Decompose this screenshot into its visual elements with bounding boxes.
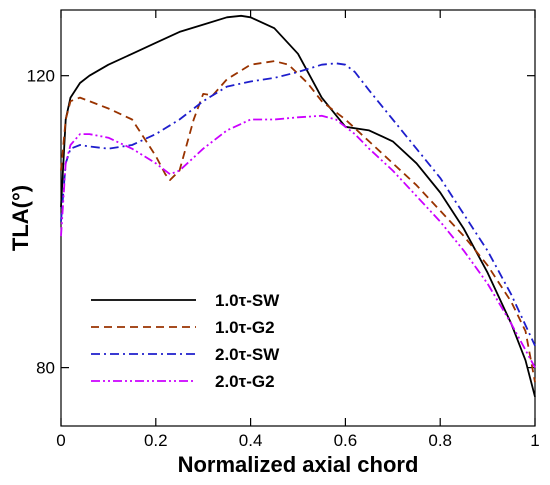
y-tick-label: 120: [27, 67, 55, 86]
x-tick-label: 1: [530, 431, 539, 450]
series-line-2: [60, 60, 536, 383]
series-layer: [60, 14, 536, 398]
legend-label-3: 2.0τ-SW: [215, 345, 280, 364]
x-tick-label: 0.2: [144, 431, 168, 450]
legend-label-4: 2.0τ-G2: [215, 372, 275, 391]
axis-ticks: 0 0.2 0.4 0.6 0.8 1 80 120: [27, 10, 540, 450]
plot-frame: [60, 9, 536, 427]
legend: 1.0τ-SW 1.0τ-G2 2.0τ-SW 2.0τ-G2: [91, 291, 280, 391]
series-line-3: [60, 62, 536, 347]
series-line-1: [60, 14, 536, 398]
series-line-4: [60, 114, 536, 369]
x-tick-label: 0.6: [334, 431, 358, 450]
legend-label-2: 1.0τ-G2: [215, 318, 275, 337]
y-axis-title: TLA(°): [8, 185, 33, 251]
y-tick-label: 80: [36, 359, 55, 378]
x-tick-label: 0: [56, 431, 65, 450]
x-tick-label: 0.8: [428, 431, 452, 450]
legend-label-1: 1.0τ-SW: [215, 291, 280, 310]
x-tick-label: 0.4: [239, 431, 263, 450]
x-axis-title: Normalized axial chord: [178, 452, 419, 477]
